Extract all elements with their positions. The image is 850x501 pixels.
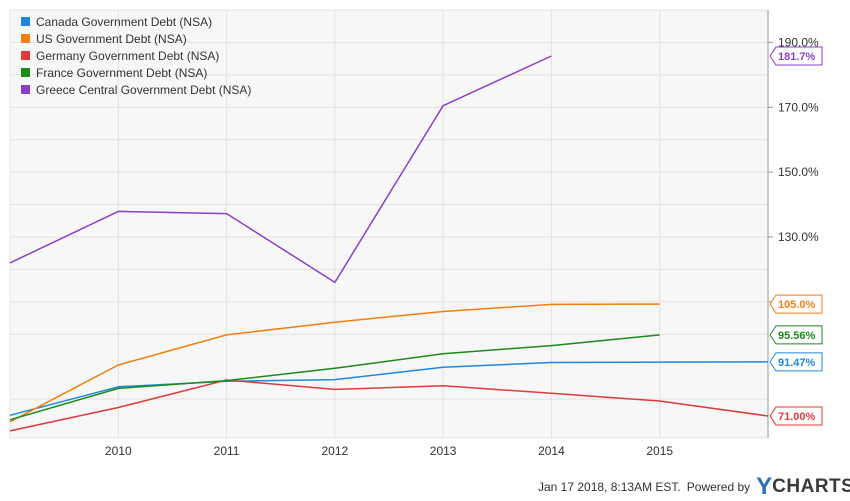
plot-area bbox=[9, 9, 769, 439]
legend-swatch bbox=[21, 51, 30, 60]
series-line-4 bbox=[9, 334, 660, 421]
timestamp: Jan 17 2018, 8:13AM EST. bbox=[538, 480, 681, 494]
end-labels: 181.7% 105.0% 95.56% 91.47% 71.00% bbox=[769, 46, 823, 426]
series-line-3 bbox=[9, 379, 769, 432]
footer: Jan 17 2018, 8:13AM EST. Powered by Y CH… bbox=[538, 474, 850, 500]
logo-text: CHARTS bbox=[772, 476, 850, 497]
legend-label: US Government Debt (NSA) bbox=[36, 32, 187, 46]
y-tick-label: 170.0% bbox=[778, 100, 819, 114]
end-label-box bbox=[769, 46, 823, 66]
end-label-box bbox=[769, 294, 823, 314]
logo-y: Y bbox=[756, 473, 773, 500]
series-line-5 bbox=[9, 55, 552, 284]
x-tick-label: 2011 bbox=[214, 444, 240, 458]
end-value-label: 105.0% bbox=[778, 299, 816, 311]
powered-by-text: Powered by bbox=[686, 480, 751, 494]
legend-swatch bbox=[21, 34, 30, 43]
legend-swatch bbox=[21, 85, 30, 94]
grid-lines bbox=[10, 9, 768, 438]
end-label-box bbox=[769, 352, 823, 372]
end-value-label: 95.56% bbox=[778, 330, 816, 342]
series-line-2 bbox=[9, 303, 660, 423]
legend-label: Greece Central Government Debt (NSA) bbox=[36, 83, 251, 97]
x-tick-label: 2013 bbox=[430, 444, 457, 458]
legend-label: Canada Government Debt (NSA) bbox=[36, 15, 212, 29]
axes: 201020112012201320142015110.0%130.0%150.… bbox=[105, 10, 819, 458]
legend-label: France Government Debt (NSA) bbox=[36, 66, 207, 80]
legend-swatch bbox=[21, 17, 30, 26]
x-tick-label: 2014 bbox=[538, 444, 565, 458]
y-tick-label: 130.0% bbox=[778, 230, 819, 244]
legend: Canada Government Debt (NSA) US Governmen… bbox=[21, 15, 251, 97]
end-value-label: 91.47% bbox=[778, 357, 816, 369]
end-value-label: 181.7% bbox=[778, 51, 816, 63]
x-tick-label: 2010 bbox=[105, 444, 132, 458]
end-label-box bbox=[769, 406, 823, 426]
x-tick-label: 2012 bbox=[322, 444, 349, 458]
series-lines bbox=[9, 55, 769, 432]
legend-label: Germany Government Debt (NSA) bbox=[36, 49, 219, 63]
series-line-1 bbox=[9, 361, 769, 417]
ycharts-logo[interactable]: Y CHARTS bbox=[756, 475, 850, 499]
legend-swatch bbox=[21, 68, 30, 77]
end-label-box bbox=[769, 325, 823, 345]
y-tick-label: 150.0% bbox=[778, 165, 819, 179]
end-value-label: 71.00% bbox=[778, 411, 816, 423]
x-tick-label: 2015 bbox=[646, 444, 673, 458]
y-tick-label: 190.0% bbox=[778, 35, 819, 49]
